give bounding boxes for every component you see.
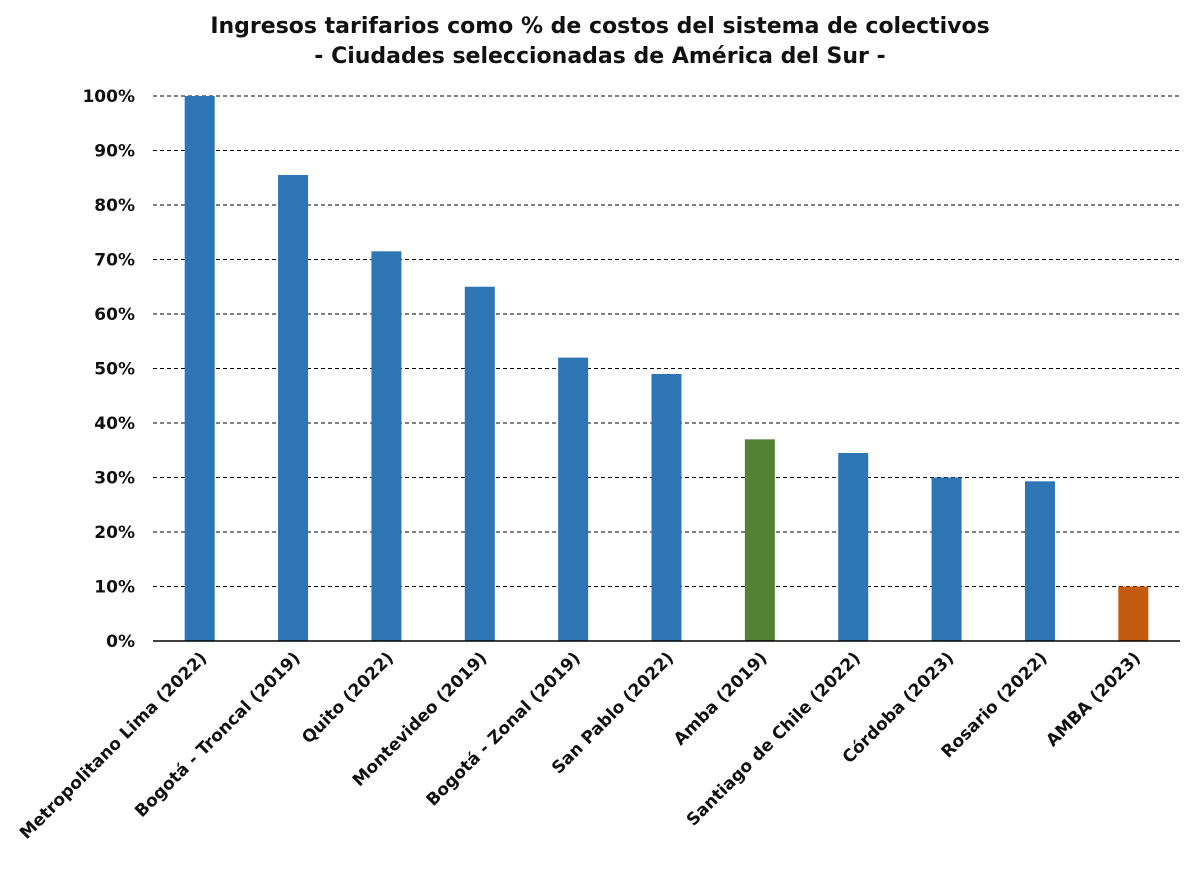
bar [184,96,215,641]
y-tick-label: 40% [94,414,135,434]
bar [464,286,495,641]
bar [278,175,309,641]
bar [651,373,682,641]
chart-title: Ingresos tarifarios como % de costos del… [210,14,990,39]
bar [1024,481,1055,641]
x-tick-label: Amba (2019) [670,648,771,749]
bar [371,251,402,641]
y-tick-label: 100% [82,87,135,107]
bar [558,357,589,641]
x-tick-label: Bogotá - Troncal (2019) [131,648,304,821]
y-tick-label: 70% [94,251,135,271]
bar [838,452,869,641]
x-tick-label: AMBA (2023) [1042,648,1145,751]
y-tick-label: 20% [94,523,135,543]
y-tick-label: 80% [94,196,135,216]
x-tick-label: Metropolitano Lima (2022) [16,648,211,843]
bar [744,439,775,641]
y-tick-label: 90% [94,142,135,162]
x-tick-label: Bogotá - Zonal (2019) [423,648,585,810]
bar [1118,586,1149,641]
y-tick-label: 30% [94,469,135,489]
y-tick-label: 60% [94,305,135,325]
y-tick-label: 50% [94,360,135,380]
x-tick-label: Santiago de Chile (2022) [683,648,865,830]
x-tick-label: Quito (2022) [298,648,398,748]
y-tick-label: 10% [94,578,135,598]
bar [931,477,962,641]
y-tick-label: 0% [106,632,135,652]
chart-subtitle: - Ciudades seleccionadas de América del … [314,44,886,69]
